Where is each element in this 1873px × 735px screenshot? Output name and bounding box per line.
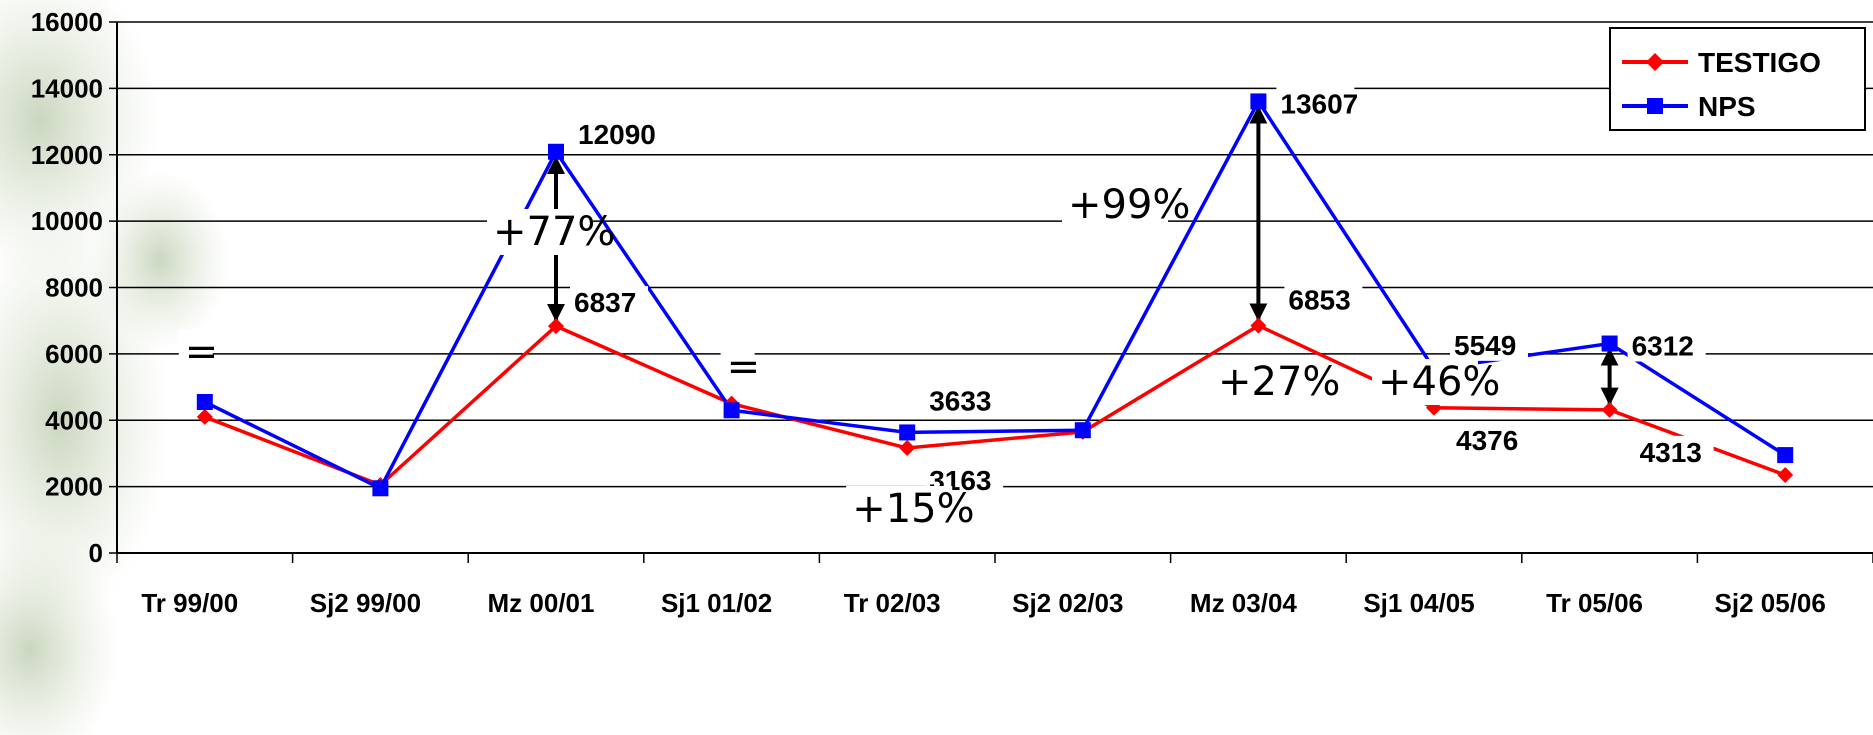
annotation-bg-0 [178, 329, 213, 375]
data-label-6312: 6312 [1632, 331, 1694, 362]
x-tick-label-6: Mz 03/04 [1190, 588, 1297, 618]
annotation-3: +15% [852, 486, 974, 532]
annotation-bg-5 [1212, 359, 1318, 405]
annotation-2: = [727, 344, 761, 390]
y-tick-label-6000: 6000 [45, 339, 103, 369]
x-tick-label-0: Tr 99/00 [141, 588, 238, 618]
data-labels: 1209068373633316313607685355494376631243… [570, 87, 1714, 497]
x-tick-label-3: Sj1 01/02 [661, 588, 772, 618]
marker-testigo-0 [196, 408, 213, 425]
series-line-testigo [204, 323, 1786, 487]
annotation-bg-2 [720, 344, 755, 390]
data-label-4313: 4313 [1640, 437, 1702, 468]
marker-testigo-6 [1250, 317, 1267, 334]
data-label-6853: 6853 [1288, 285, 1350, 316]
data-label-bg-3633 [925, 384, 1004, 417]
x-tick-label-4: Tr 02/03 [844, 588, 941, 618]
data-label-5549: 5549 [1454, 330, 1516, 361]
data-label-bg-13607 [1276, 87, 1355, 120]
data-label-bg-6853 [1284, 283, 1363, 316]
annotation-0: = [185, 329, 219, 375]
marker-nps-0 [196, 393, 213, 410]
data-label-bg-4376 [1452, 423, 1530, 456]
data-label-4376: 4376 [1456, 425, 1518, 456]
marker-testigo-2 [548, 318, 564, 335]
data-label-6837: 6837 [574, 287, 636, 318]
data-label-bg-6312 [1627, 329, 1706, 362]
legend-marker-nps [1647, 98, 1663, 114]
axes [109, 21, 1873, 563]
y-tick-label-4000: 4000 [45, 405, 103, 435]
annotation-1: +77% [493, 209, 615, 255]
data-label-bg-4313 [1635, 435, 1714, 468]
series-markers [196, 93, 1794, 497]
data-label-bg-6837 [570, 286, 648, 319]
annotation-6: +46% [1378, 359, 1500, 405]
annotation-4: +99% [1068, 182, 1190, 228]
marker-nps-5 [1074, 422, 1091, 439]
y-tick-label-2000: 2000 [45, 472, 103, 502]
x-tick-label-1: Sj2 99/00 [310, 588, 421, 618]
gridlines [117, 21, 1873, 488]
background-foliage [0, 0, 230, 735]
annotation-bg-3 [846, 486, 953, 532]
marker-nps-6 [1250, 93, 1267, 110]
y-tick-label-12000: 12000 [31, 140, 103, 170]
x-tick-label-8: Tr 05/06 [1546, 588, 1643, 618]
data-label-bg-5549 [1450, 328, 1528, 361]
legend-label-nps: NPS [1698, 91, 1756, 122]
marker-nps-4 [899, 424, 916, 441]
data-label-bg-12090 [574, 117, 652, 150]
legend: TESTIGO NPS [1609, 27, 1866, 131]
marker-testigo-8 [1601, 401, 1618, 418]
marker-nps-8 [1601, 335, 1618, 352]
annotation-5: +27% [1218, 359, 1340, 405]
percent-annotations: = +77% = +15% +99% +27% +46% [178, 182, 1500, 532]
data-label-13607: 13607 [1280, 88, 1358, 119]
annotation-bg-4 [1062, 182, 1168, 228]
annotation-bg-1 [487, 209, 593, 255]
x-tick-label-5: Sj2 02/03 [1012, 588, 1123, 618]
y-tick-label-0: 0 [89, 538, 103, 568]
marker-nps-9 [1777, 447, 1794, 464]
annotation-bg-6 [1372, 359, 1478, 405]
y-axis-tick-labels: 0 2000 4000 6000 8000 10000 12000 14000 16000 [31, 7, 103, 568]
marker-nps-1 [372, 480, 389, 497]
data-label-3633: 3633 [929, 385, 991, 416]
data-label-12090: 12090 [578, 119, 656, 150]
y-tick-label-8000: 8000 [45, 273, 103, 303]
marker-nps-3 [723, 402, 740, 419]
x-tick-label-2: Mz 00/01 [488, 588, 595, 618]
legend-box [1609, 27, 1866, 131]
marker-testigo-9 [1777, 467, 1794, 484]
y-tick-label-16000: 16000 [31, 7, 103, 37]
legend-label-testigo: TESTIGO [1698, 47, 1821, 78]
x-tick-label-9: Sj2 05/06 [1715, 588, 1826, 618]
series-lines [204, 97, 1787, 491]
marker-testigo-4 [899, 440, 916, 457]
y-tick-label-10000: 10000 [31, 206, 103, 236]
x-tick-label-7: Sj1 04/05 [1363, 588, 1474, 618]
y-tick-label-14000: 14000 [31, 73, 103, 103]
legend-marker-testigo [1646, 53, 1664, 71]
marker-nps-2 [548, 143, 564, 160]
x-axis-tick-labels: Tr 99/00 Sj2 99/00 Mz 00/01 Sj1 01/02 Tr 02/… [141, 588, 1825, 618]
